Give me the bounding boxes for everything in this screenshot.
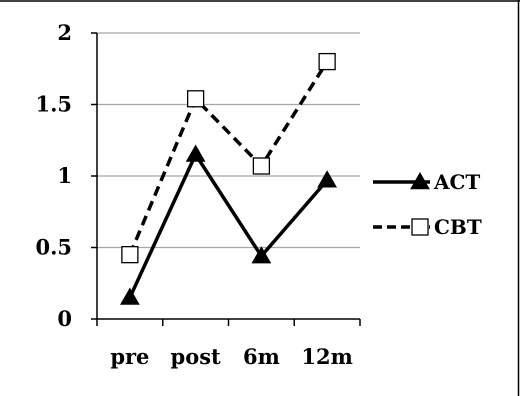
- legend-label-act: ACT: [433, 170, 480, 194]
- y-tick-labels: 0 0.5 1 1.5 2: [35, 20, 72, 331]
- y-tick-label: 1: [57, 163, 72, 188]
- series-line-cbt: [128, 60, 329, 256]
- data-point-act: [120, 287, 140, 305]
- y-tick-label: 0.5: [35, 235, 72, 260]
- y-tick-label: 2: [57, 20, 72, 45]
- series-group: [120, 52, 337, 305]
- x-tick-label: pre: [110, 344, 149, 369]
- x-tick-label: 6m: [243, 344, 280, 369]
- legend-marker-cbt: [411, 218, 429, 236]
- data-point-act: [251, 246, 272, 264]
- data-point-cbt: [121, 245, 139, 264]
- series-line-act: [128, 150, 329, 299]
- y-tick-label: 1.5: [35, 92, 72, 117]
- gridlines: [97, 32, 360, 249]
- data-point-act: [185, 144, 206, 162]
- legend-label-cbt: CBT: [434, 215, 482, 239]
- x-tick-labels: pre post 6m 12m: [110, 344, 353, 369]
- legend-marker-act: [410, 171, 430, 190]
- data-point-cbt: [318, 52, 336, 71]
- data-point-act: [317, 170, 337, 188]
- x-tick-label: 12m: [301, 344, 352, 369]
- x-tick-label: post: [171, 344, 222, 369]
- legend: ACT CBT: [373, 170, 482, 239]
- data-point-cbt: [186, 90, 205, 108]
- data-point-cbt: [252, 157, 271, 175]
- axes: [91, 32, 361, 326]
- y-tick-label: 0: [57, 306, 72, 331]
